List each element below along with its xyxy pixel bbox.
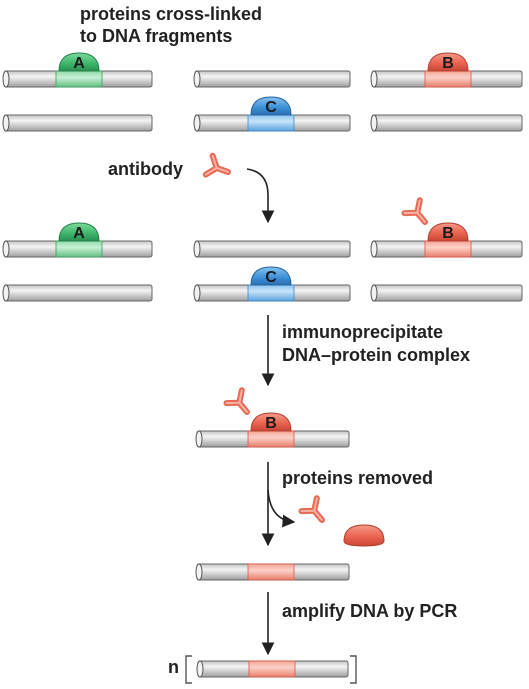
protein-c-label-2: C [265, 269, 277, 286]
protein-b-label: B [442, 55, 454, 72]
dna-fragment-a-mid: A [2, 222, 153, 258]
precipitated-complex: B [195, 390, 350, 448]
step-pcr-label: amplify DNA by PCR [282, 601, 457, 621]
dna-fragment-c-mid: C [193, 266, 351, 302]
protein-c-label: C [265, 99, 277, 116]
title-line-1: proteins cross-linked [80, 4, 262, 24]
bound-antibody-icon [404, 200, 432, 228]
dna-fragment-plain-left-2 [2, 284, 153, 302]
dna-fragment-plain-top-middle [193, 70, 351, 88]
step-removed-label: proteins removed [282, 468, 433, 488]
dna-fragment-c-top: C [193, 96, 351, 132]
protein-b [427, 52, 469, 72]
protein-a [58, 52, 100, 72]
dna-fragment-plain-right [370, 114, 523, 132]
arrow-antibody [246, 168, 275, 224]
antibody-icon [206, 156, 232, 182]
arrow-removed-branch [267, 489, 296, 528]
left-bracket [185, 655, 192, 684]
freed-dna-fragment [195, 563, 350, 581]
complex-antibody-icon [226, 390, 254, 418]
protein-b-label-3: B [265, 415, 277, 432]
right-bracket [350, 655, 357, 684]
dna-fragment-plain-mid-middle [193, 240, 351, 258]
free-protein-b [343, 524, 385, 547]
protein-c [250, 96, 292, 116]
amplified-dna-fragment [196, 660, 349, 678]
dna-fragment-b-top: B [370, 52, 523, 88]
n-label: n [168, 657, 179, 677]
dna-fragment-plain-right-2 [370, 284, 523, 302]
title-line-2: to DNA fragments [80, 26, 232, 46]
step-ip-line-1: immunoprecipitate [282, 322, 443, 342]
protein-a-label-2: A [73, 225, 85, 242]
step-ip-line-2: DNA–protein complex [282, 345, 470, 365]
protein-a-label: A [73, 55, 85, 72]
dna-fragment-b-mid: B [370, 200, 523, 258]
free-antibody-icon [301, 498, 329, 526]
dna-fragment-plain-left [2, 114, 153, 132]
protein-b-label-2: B [442, 225, 454, 242]
step-antibody-label: antibody [108, 159, 183, 179]
dna-fragment-a-top: A [2, 52, 153, 88]
